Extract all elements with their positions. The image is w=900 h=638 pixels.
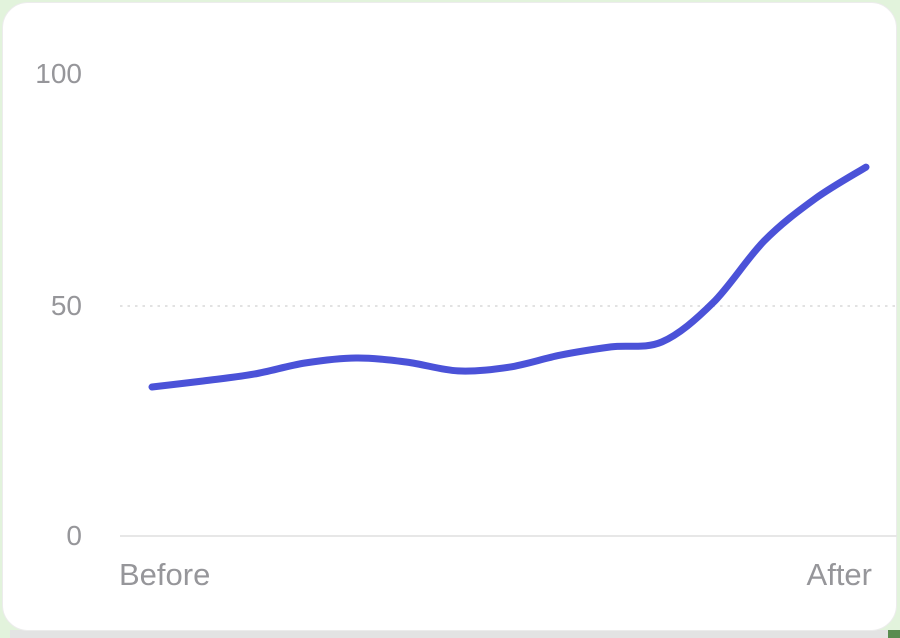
y-axis-tick-0: 0 bbox=[66, 520, 82, 551]
bottom-strip bbox=[10, 630, 888, 638]
y-axis-tick-100: 100 bbox=[35, 58, 82, 89]
corner-accent bbox=[888, 630, 900, 638]
x-axis-label-after: After bbox=[806, 557, 872, 592]
y-axis-tick-50: 50 bbox=[50, 290, 82, 321]
x-axis-label-before: Before bbox=[119, 557, 211, 592]
